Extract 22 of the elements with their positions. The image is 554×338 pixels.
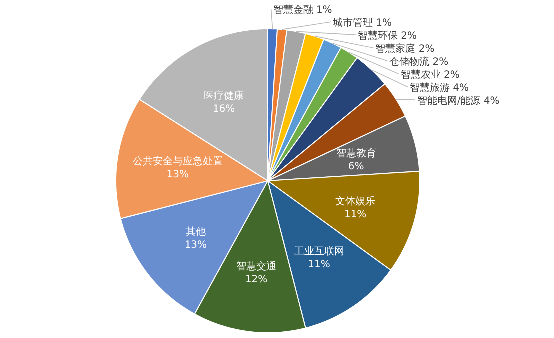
slice-label: 城市管理 1% bbox=[332, 17, 392, 30]
data-label: 11% bbox=[308, 259, 330, 270]
slice-label: 智慧交通 bbox=[236, 260, 277, 272]
data-label: 13% bbox=[184, 240, 208, 251]
slice-label: 智慧农业 2% bbox=[400, 69, 460, 82]
slice-label: 工业互联网 bbox=[294, 245, 344, 258]
slice-label: 智慧教育 bbox=[336, 147, 376, 160]
slice-label: 智能电网/能源 4% bbox=[417, 95, 500, 108]
slice-label: 智慧家庭 2% bbox=[376, 43, 435, 56]
data-label: 13% bbox=[166, 170, 190, 181]
slice-label: 公共安全与应急处置 bbox=[132, 156, 223, 168]
slice-label: 智慧旅游 4% bbox=[410, 82, 469, 94]
slice-label: 智慧金融 1% bbox=[273, 4, 332, 16]
data-label: 12% bbox=[245, 274, 268, 286]
slice-label: 仓储物流 2% bbox=[390, 56, 449, 68]
data-label: 11% bbox=[344, 209, 367, 220]
slice-label: 文体娱乐 bbox=[336, 195, 376, 208]
slice-label: 智慧环保 2% bbox=[358, 30, 417, 42]
data-label: 6% bbox=[348, 161, 364, 172]
slice-label: 其他 bbox=[186, 226, 206, 238]
data-label: 16% bbox=[212, 104, 236, 116]
slice-label: 医疗健康 bbox=[204, 90, 244, 102]
